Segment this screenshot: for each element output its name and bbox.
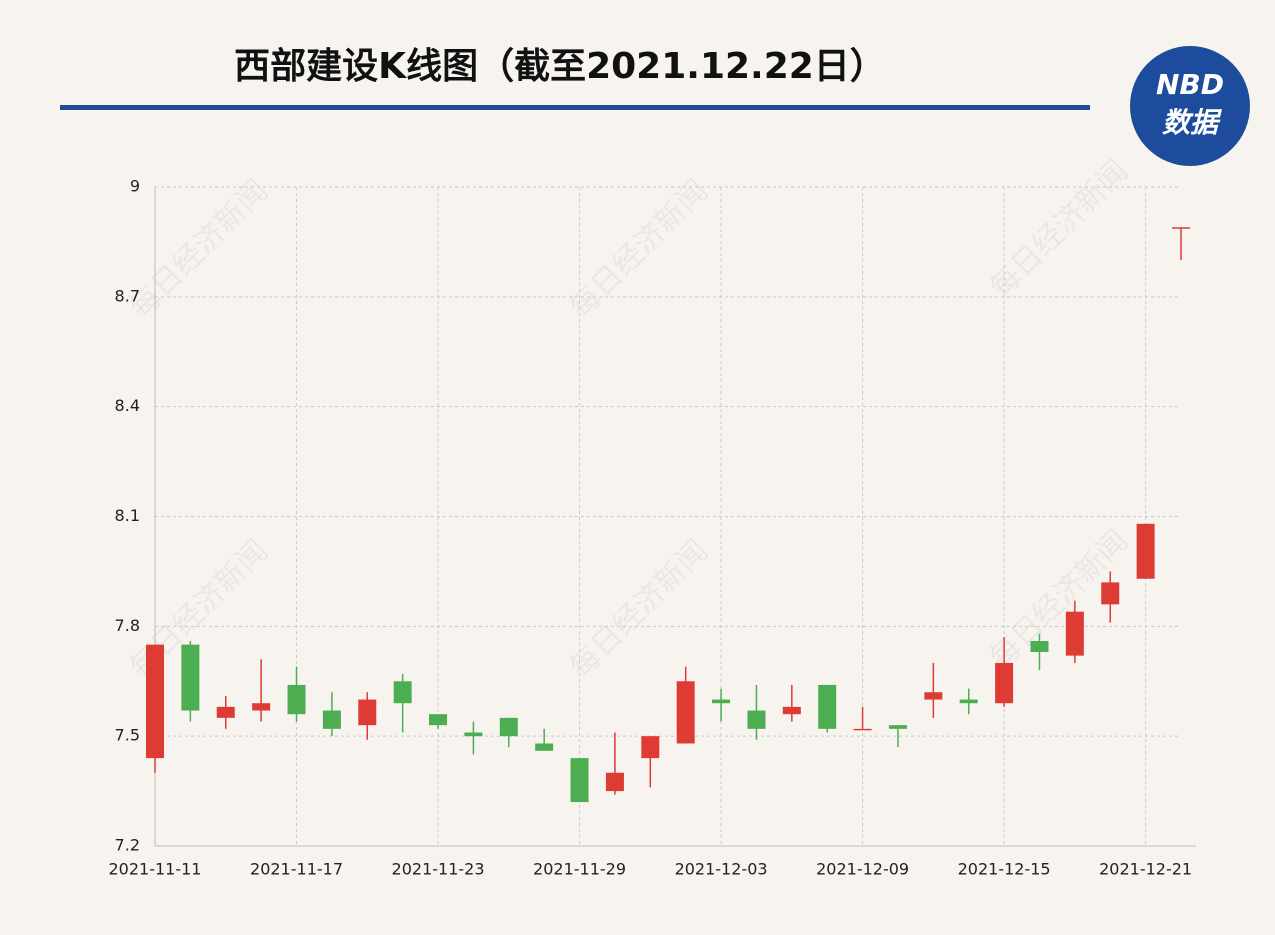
- candle-body: [995, 662, 1014, 704]
- candle-body: [712, 699, 731, 704]
- y-tick-label: 7.8: [115, 616, 140, 635]
- title-rule: [60, 105, 1090, 110]
- y-tick-label: 8.1: [115, 506, 140, 525]
- y-tick-label: 7.5: [115, 726, 140, 745]
- candle-body: [146, 644, 164, 759]
- candle-body: [605, 772, 624, 792]
- candle-body: [1101, 582, 1120, 605]
- candle-body: [1172, 227, 1190, 229]
- y-tick-label: 8.4: [115, 396, 140, 415]
- candle-body: [287, 684, 306, 715]
- candle-body: [322, 710, 341, 729]
- candle-body: [853, 728, 872, 731]
- logo-bottom: 数据: [1162, 106, 1223, 139]
- logo-circle: [1130, 46, 1250, 166]
- x-tick-label: 2021-11-11: [109, 860, 202, 879]
- candle-body: [782, 706, 801, 715]
- x-tick-label: 2021-11-23: [392, 860, 485, 879]
- candle-body: [252, 703, 271, 711]
- candle-body: [181, 644, 200, 711]
- candle-body: [393, 681, 412, 704]
- x-tick-label: 2021-12-09: [816, 860, 909, 879]
- candle-body: [641, 736, 660, 759]
- candle-body: [1136, 523, 1155, 579]
- candle-body: [570, 758, 589, 803]
- x-tick-label: 2021-12-03: [675, 860, 768, 879]
- logo-top: NBD: [1156, 68, 1224, 101]
- candle-body: [1065, 611, 1084, 656]
- x-tick-label: 2021-11-17: [250, 860, 343, 879]
- candle-body: [924, 692, 943, 700]
- candle-body: [1030, 640, 1049, 652]
- y-tick-label: 9: [130, 177, 140, 196]
- candle-body: [535, 743, 554, 751]
- chart-title: 西部建设K线图（截至2021.12.22日）: [234, 46, 886, 87]
- candle-body: [464, 732, 483, 737]
- candle-body: [818, 684, 837, 729]
- candle-body: [959, 699, 978, 704]
- candle-body: [676, 681, 695, 744]
- x-tick-label: 2021-11-29: [533, 860, 626, 879]
- candle-body: [747, 710, 766, 729]
- y-tick-label: 8.7: [115, 286, 140, 305]
- candle-body: [358, 699, 377, 726]
- candle-body: [429, 714, 448, 726]
- y-tick-label: 7.2: [115, 836, 140, 855]
- candle-body: [499, 717, 518, 737]
- x-tick-label: 2021-12-15: [958, 860, 1051, 879]
- candle-body: [888, 725, 907, 729]
- x-tick-label: 2021-12-21: [1099, 860, 1192, 879]
- candle-body: [216, 706, 235, 718]
